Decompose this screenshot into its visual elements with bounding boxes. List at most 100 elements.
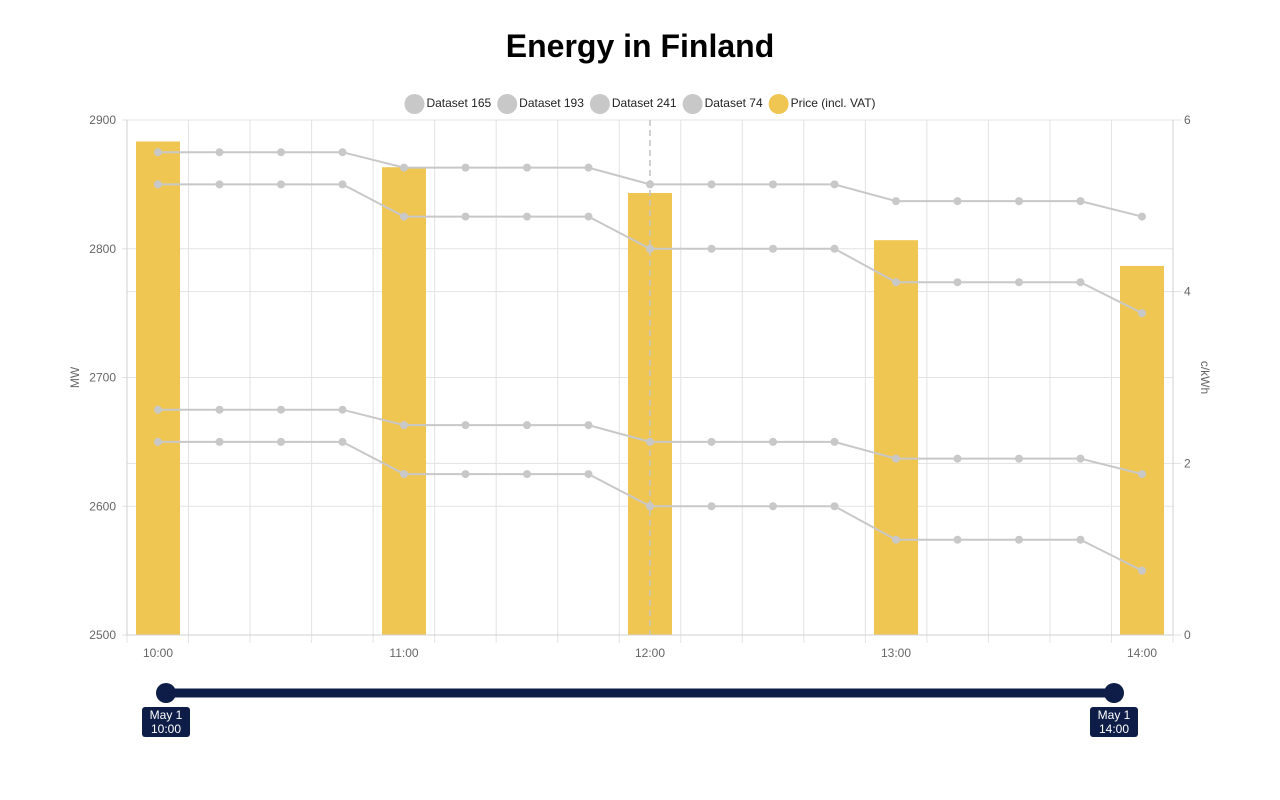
- data-point[interactable]: [1076, 454, 1085, 463]
- data-point[interactable]: [830, 437, 839, 446]
- legend-item[interactable]: Dataset 74: [682, 94, 763, 114]
- data-point[interactable]: [769, 180, 777, 189]
- y-right-tick-label: 2: [1184, 456, 1191, 470]
- data-point[interactable]: [1138, 309, 1146, 318]
- axes: 2500 2600 2700 2800 2900 0 2 4 6 10:00 11:00 12:00 1…: [68, 113, 1212, 660]
- data-point[interactable]: [892, 278, 900, 287]
- data-point[interactable]: [154, 180, 162, 189]
- legend-item[interactable]: Price (incl. VAT): [768, 94, 876, 114]
- data-point[interactable]: [830, 180, 839, 189]
- data-point[interactable]: [1015, 454, 1023, 463]
- data-point[interactable]: [523, 470, 531, 479]
- x-tick-label: 11:00: [389, 646, 418, 660]
- data-point[interactable]: [461, 470, 470, 479]
- data-point[interactable]: [215, 148, 224, 157]
- price-bar: [382, 167, 426, 636]
- data-point[interactable]: [892, 454, 900, 463]
- y-left-tick-label: 2500: [89, 628, 116, 642]
- data-point[interactable]: [584, 163, 593, 172]
- data-point[interactable]: [646, 437, 654, 446]
- data-point[interactable]: [277, 180, 285, 189]
- data-point[interactable]: [338, 148, 347, 157]
- data-point[interactable]: [277, 148, 285, 157]
- data-point[interactable]: [646, 502, 654, 511]
- data-point[interactable]: [707, 244, 716, 253]
- data-point[interactable]: [523, 212, 531, 221]
- y-left-tick-label: 2600: [89, 499, 116, 513]
- data-point[interactable]: [892, 197, 900, 206]
- data-point[interactable]: [584, 212, 593, 221]
- data-point[interactable]: [1138, 566, 1146, 575]
- data-point[interactable]: [892, 535, 900, 544]
- range-slider: [156, 683, 1124, 703]
- x-tick-label: 12:00: [635, 646, 665, 660]
- legend-swatch: [768, 94, 789, 114]
- data-point[interactable]: [523, 421, 531, 430]
- data-point[interactable]: [707, 437, 716, 446]
- data-point[interactable]: [646, 180, 654, 189]
- legend: Dataset 165 Dataset 193 Dataset 241 Dataset…: [404, 94, 876, 114]
- y-right-tick-label: 0: [1184, 628, 1191, 642]
- data-point[interactable]: [1015, 535, 1023, 544]
- data-point[interactable]: [277, 405, 285, 414]
- data-point[interactable]: [1138, 470, 1146, 479]
- y-left-tick-label: 2800: [89, 242, 116, 256]
- data-point[interactable]: [953, 535, 962, 544]
- data-point[interactable]: [154, 437, 162, 446]
- data-point[interactable]: [277, 437, 285, 446]
- range-handle-end[interactable]: [1104, 683, 1124, 703]
- legend-label: Dataset 241: [612, 96, 677, 110]
- data-point[interactable]: [461, 212, 470, 221]
- data-point[interactable]: [769, 244, 777, 253]
- data-point[interactable]: [953, 197, 962, 206]
- data-point[interactable]: [707, 180, 716, 189]
- data-point[interactable]: [769, 502, 777, 511]
- data-point[interactable]: [1076, 197, 1085, 206]
- y-right-tick-label: 6: [1184, 113, 1191, 127]
- x-tick-label: 13:00: [881, 646, 911, 660]
- legend-item[interactable]: Dataset 193: [497, 94, 584, 114]
- price-bar: [136, 141, 180, 636]
- data-point[interactable]: [461, 421, 470, 430]
- data-point[interactable]: [461, 163, 470, 172]
- data-point[interactable]: [953, 278, 962, 287]
- data-point[interactable]: [1015, 197, 1023, 206]
- data-point[interactable]: [830, 502, 839, 511]
- y-right-tick-label: 4: [1184, 285, 1191, 299]
- data-point[interactable]: [338, 180, 347, 189]
- data-point[interactable]: [523, 163, 531, 172]
- data-point[interactable]: [154, 405, 162, 414]
- data-point[interactable]: [215, 405, 224, 414]
- data-point[interactable]: [1138, 212, 1146, 221]
- legend-swatch: [497, 94, 518, 114]
- data-point[interactable]: [584, 421, 593, 430]
- legend-label: Price (incl. VAT): [791, 96, 876, 110]
- data-point[interactable]: [953, 454, 962, 463]
- data-point[interactable]: [769, 437, 777, 446]
- data-point[interactable]: [707, 502, 716, 511]
- data-point[interactable]: [215, 437, 224, 446]
- legend-item[interactable]: Dataset 165: [404, 94, 492, 114]
- legend-item[interactable]: Dataset 241: [589, 94, 677, 114]
- legend-label: Dataset 74: [705, 96, 763, 110]
- data-point[interactable]: [154, 148, 162, 157]
- data-point[interactable]: [1076, 278, 1085, 287]
- data-point[interactable]: [338, 437, 347, 446]
- data-point[interactable]: [646, 244, 654, 253]
- line-series-group: [154, 180, 1146, 318]
- data-point[interactable]: [338, 405, 347, 414]
- data-point[interactable]: [400, 470, 408, 479]
- range-handle-start[interactable]: [156, 683, 176, 703]
- data-point[interactable]: [1015, 278, 1023, 287]
- data-point[interactable]: [400, 212, 408, 221]
- data-point[interactable]: [1076, 535, 1085, 544]
- range-end-time: 14:00: [1098, 722, 1130, 736]
- line-series-group: [154, 405, 1146, 479]
- data-point[interactable]: [830, 244, 839, 253]
- data-point[interactable]: [400, 421, 408, 430]
- data-point[interactable]: [215, 180, 224, 189]
- data-point[interactable]: [584, 470, 593, 479]
- legend-swatch: [589, 94, 610, 114]
- data-point[interactable]: [400, 163, 408, 172]
